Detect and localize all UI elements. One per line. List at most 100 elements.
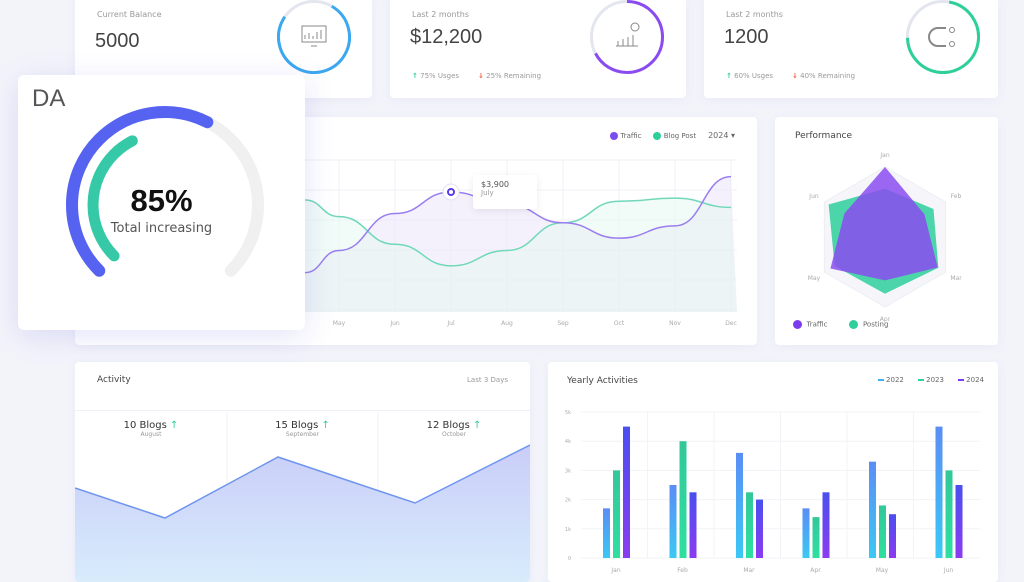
bar-2023-May xyxy=(879,505,886,558)
yearly-bar-chart: 0 1k 2k 3k 4k 5k Jan Feb Mar Apr May Jun xyxy=(565,410,980,574)
arrow-up-icon: ↑ xyxy=(726,72,732,80)
activity-area-chart xyxy=(75,412,530,582)
x-tick-label: May xyxy=(876,567,889,574)
bar-2024-Jan xyxy=(623,426,630,558)
card-label: Current Balance xyxy=(97,10,162,19)
arrow-up-icon: ↑ xyxy=(170,420,179,431)
y-tick-label: 2k xyxy=(565,498,571,504)
gauge-title: DA xyxy=(32,85,66,112)
x-tick-label: Sep xyxy=(557,320,569,327)
legend-label: 2023 xyxy=(926,376,944,384)
legend-traffic: Traffic xyxy=(610,131,641,140)
x-tick-label: May xyxy=(333,320,346,327)
bar-2022-Apr xyxy=(802,508,810,558)
outer-progress-arc xyxy=(65,105,264,304)
year-value: 2024 xyxy=(708,131,729,140)
bar-chart-dollar-icon xyxy=(590,0,664,74)
year-select[interactable]: 2024 ▾ xyxy=(708,131,735,140)
activity-range-select[interactable]: Last 3 Days xyxy=(467,376,508,384)
performance-title: Performance xyxy=(795,131,853,141)
legend-blog-post: Blog Post xyxy=(653,131,696,140)
usage-stat: ↑ 75% Usges xyxy=(412,72,459,80)
remaining-text: 40% Remaining xyxy=(800,72,856,80)
chevron-down-icon: ▾ xyxy=(730,131,735,140)
activity-stats: 10 Blogs ↑ August 15 Blogs ↑ September 12 … xyxy=(75,420,530,438)
highlight-point xyxy=(447,188,455,196)
swatch xyxy=(957,379,964,381)
blog-area xyxy=(305,198,737,312)
performance-card: Performance Jan Feb Mar Apr May Jun Traffic P… xyxy=(775,117,998,345)
performance-radar-chart: Jan Feb Mar Apr May Jun xyxy=(808,152,962,323)
x-tick-label: Jun xyxy=(389,320,400,327)
x-tick-label: Oct xyxy=(614,320,625,327)
radar-axis-label: Mar xyxy=(950,275,962,282)
bar-2023-Jun xyxy=(945,470,953,558)
yearly-activities-card: Yearly Activities 2022 2023 2024 0 1k 2k 3k… xyxy=(548,362,998,582)
activity-month: August xyxy=(140,431,162,438)
bar-2022-Jan xyxy=(603,508,610,558)
legend-traffic: Traffic xyxy=(793,320,827,329)
radar-axis-label: Jan xyxy=(879,152,889,159)
legend-posting: Posting xyxy=(849,320,888,329)
bar-2024-Mar xyxy=(756,499,763,558)
traffic-legend: Traffic Blog Post 2024 ▾ xyxy=(610,131,735,140)
activity-month: October xyxy=(441,431,466,438)
arrow-down-icon: ↓ xyxy=(792,72,798,80)
card-value: 5000 xyxy=(95,30,140,52)
arrow-up-icon: ↑ xyxy=(321,420,330,431)
legend-label: 2022 xyxy=(886,376,904,384)
card-label: Last 2 months xyxy=(412,10,469,19)
card-value: $12,200 xyxy=(410,26,483,48)
remaining-stat: ↓ 40% Remaining xyxy=(792,72,855,80)
usage-stat: ↑ 60% Usges xyxy=(726,72,773,80)
bar-2024-Feb xyxy=(689,492,697,558)
legend-label: Traffic xyxy=(806,320,828,329)
bar-2023-Mar xyxy=(746,492,753,558)
tooltip-month: July xyxy=(481,189,494,197)
swatch xyxy=(877,379,884,381)
gauge-subtitle: Total increasing xyxy=(110,221,213,236)
activity-count: 10 Blogs xyxy=(123,420,167,431)
activity-count: 12 Blogs xyxy=(426,420,470,431)
chart-tooltip: $3,900 July xyxy=(473,175,537,209)
radar-axis-label: Feb xyxy=(951,193,962,200)
radar-axis-label: Apr xyxy=(880,316,891,323)
x-tick-label: Aug xyxy=(501,320,513,327)
activity-month: September xyxy=(285,431,320,438)
usage-text: 75% Usges xyxy=(420,72,460,80)
x-tick-label: Feb xyxy=(677,567,688,574)
performance-legend: Traffic Posting xyxy=(793,320,888,329)
x-tick-label: Apr xyxy=(810,567,821,574)
legend-label: Posting xyxy=(862,320,889,329)
y-tick-label: 4k xyxy=(565,439,571,445)
arrow-up-icon: ↑ xyxy=(473,420,482,431)
x-tick-label: Jul xyxy=(446,320,455,327)
y-tick-label: 0 xyxy=(568,556,571,562)
x-tick-label: Jun xyxy=(943,567,954,574)
radar-axis-label: Jun xyxy=(808,193,819,200)
arrow-down-icon: ↓ xyxy=(478,72,484,80)
x-tick-label: Jan xyxy=(610,567,620,574)
x-tick-label: Nov xyxy=(669,320,681,327)
bar-2022-May xyxy=(869,461,876,558)
usage-text: 60% Usges xyxy=(734,72,774,80)
gauge-value: 85% xyxy=(130,183,193,218)
activity-item: 15 Blogs ↑ September xyxy=(227,420,378,438)
activity-title: Activity xyxy=(97,375,131,385)
activity-count: 15 Blogs xyxy=(275,420,319,431)
activity-line xyxy=(75,444,530,519)
users-card: Last 2 months 1200 ↑ 60% Usges ↓ 40% Rem… xyxy=(704,0,998,98)
radar-series-traffic xyxy=(830,167,938,281)
bar-2024-Jun xyxy=(955,485,963,558)
arrow-up-icon: ↑ xyxy=(412,72,418,80)
divider xyxy=(75,410,530,411)
dot-icon xyxy=(653,131,662,140)
tooltip-value: $3,900 xyxy=(481,180,509,189)
bar-2024-Apr xyxy=(822,492,830,558)
remaining-text: 25% Remaining xyxy=(486,72,542,80)
card-label: Last 2 months xyxy=(726,10,783,19)
activity-card: Activity Last 3 Days 10 Blogs ↑ August 15… xyxy=(75,362,530,582)
revenue-card: Last 2 months $12,200 ↑ 75% Usges ↓ 25% … xyxy=(390,0,686,98)
dot-icon xyxy=(793,320,802,329)
bar-2023-Jan xyxy=(613,470,620,558)
